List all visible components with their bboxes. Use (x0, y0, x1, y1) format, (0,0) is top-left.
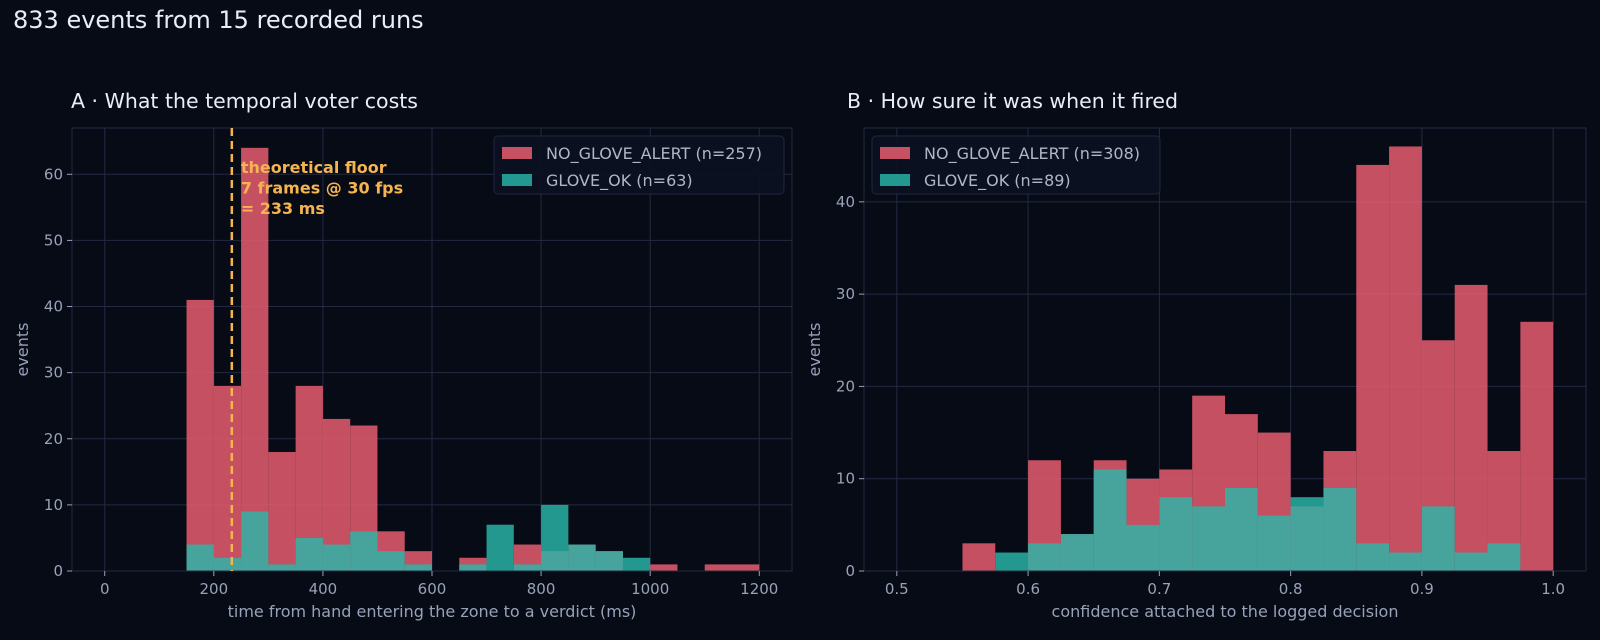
chart0-bar-ok (186, 544, 214, 571)
chart1-legend-label-ok: GLOVE_OK (n=89) (924, 171, 1071, 191)
chart1-plot-frame (863, 127, 1587, 572)
chart1-legend-swatch-ok (880, 174, 910, 186)
chart0-ytick-label: 40 (44, 298, 63, 316)
chart1-ytick-label: 40 (836, 193, 855, 211)
chart0-bar-alert (213, 385, 242, 571)
chart1-xtick-label: 0.5 (885, 580, 909, 598)
chart0-bar-ok (486, 524, 514, 571)
chart1-xtick-label: 0.8 (1279, 580, 1303, 598)
chart0-legend-swatch-ok (502, 174, 532, 186)
chart1-bar-ok (1487, 543, 1521, 571)
figure-title: 833 events from 15 recorded runs (13, 6, 424, 34)
chart1-bar-ok (1126, 524, 1160, 571)
chart1-bar-ok (1421, 506, 1455, 571)
chart1-ytick-label: 10 (836, 470, 855, 488)
chart0-xtick-label: 0 (100, 580, 110, 598)
chart1-xtick-label: 0.7 (1147, 580, 1171, 598)
chart0-bar-ok (241, 511, 269, 571)
chart0-bar-alert (268, 451, 296, 571)
chart0-ytick-label: 0 (53, 562, 63, 580)
chart1-legend: NO_GLOVE_ALERT (n=308) GLOVE_OK (n=89) (871, 135, 1161, 195)
chart0-y-axis-label: events (13, 323, 32, 377)
chart1-bar-ok (1323, 487, 1357, 571)
chart0-ytick-label: 50 (44, 231, 63, 249)
chart0-bar-alert (704, 564, 732, 571)
chart1-bar-ok (1192, 506, 1225, 571)
chart0-bar-alert (650, 564, 678, 571)
chart0-ytick-label: 10 (44, 496, 63, 514)
chart0-floor-annotation: = 233 ms (241, 199, 325, 218)
chart1-bar-alert (1356, 164, 1390, 571)
chart1-bar-ok (1389, 552, 1422, 571)
chart1-bar-alert (1520, 321, 1554, 571)
panel-b: 0.5 0.6 0.7 0.8 0.9 1.0 0 10 20 30 40 confidence at… (805, 127, 1587, 621)
chart0-bar-ok (568, 544, 596, 571)
chart1-ytick-label: 0 (845, 562, 855, 580)
chart0-xtick-label: 400 (309, 580, 338, 598)
chart0-bar-ok (404, 564, 432, 571)
chart0-ytick-label: 30 (44, 364, 63, 382)
chart1-bar-alert (962, 543, 996, 571)
chart0-bar-ok (377, 551, 405, 571)
chart0-ytick-label: 60 (44, 165, 63, 183)
chart0-bar-alert (732, 564, 760, 571)
chart0-x-axis-label: time from hand entering the zone to a ve… (228, 602, 637, 621)
chart0-bar-ok (295, 537, 323, 571)
chart1-bar-ok (1093, 469, 1127, 571)
chart0-bar-ok (268, 564, 296, 571)
chart0-legend: NO_GLOVE_ALERT (n=257) GLOVE_OK (n=63) (493, 135, 785, 195)
chart0-bar-ok (513, 564, 542, 571)
chart0-bar-ok (541, 504, 569, 571)
chart0-legend-label-alert: NO_GLOVE_ALERT (n=257) (546, 144, 762, 164)
chart1-xtick-label: 1.0 (1541, 580, 1565, 598)
chart1-bar-ok (1225, 487, 1258, 571)
chart0-xtick-label: 200 (199, 580, 228, 598)
chart1-x-axis-label: confidence attached to the logged decisi… (1052, 602, 1399, 621)
chart1-ytick-label: 20 (836, 377, 855, 395)
chart1-bar-ok (1290, 497, 1324, 571)
chart0-ytick-label: 20 (44, 430, 63, 448)
chart1-ytick-label: 30 (836, 285, 855, 303)
chart0-xtick-label: 1000 (631, 580, 669, 598)
chart0-bar-ok (322, 544, 351, 571)
chart1-legend-swatch-alert (880, 147, 910, 159)
chart0-bar-ok (213, 557, 242, 571)
chart0-floor-annotation: 7 frames @ 30 fps (241, 179, 403, 198)
chart0-bar-alert (186, 299, 214, 571)
chart1-xtick-label: 0.9 (1410, 580, 1434, 598)
chart1-y-axis-label: events (805, 323, 824, 377)
chart0-xtick-label: 800 (527, 580, 556, 598)
chart0-legend-box (493, 135, 785, 195)
chart1-legend-box (871, 135, 1161, 195)
chart0-bar-alert (241, 147, 269, 571)
chart1-legend-label-alert: NO_GLOVE_ALERT (n=308) (924, 144, 1140, 164)
chart0-bar-ok (622, 557, 651, 571)
chart0-bar-ok (459, 564, 487, 571)
chart1-bar-ok (1060, 534, 1094, 571)
chart1-bar-ok (1454, 552, 1488, 571)
chart1-bar-ok (995, 552, 1029, 571)
panel-b-title: B · How sure it was when it fired (847, 89, 1179, 113)
chart1-bar-ok (1028, 543, 1061, 571)
chart1-bar-ok (1159, 497, 1193, 571)
chart0-bar-ok (350, 531, 378, 571)
chart1-xtick-label: 0.6 (1016, 580, 1040, 598)
chart0-legend-label-ok: GLOVE_OK (n=63) (546, 171, 693, 191)
chart0-xtick-label: 1200 (740, 580, 778, 598)
chart1-bar-alert (1454, 284, 1488, 571)
chart1-bar-ok (1257, 515, 1291, 571)
panel-a-title: A · What the temporal voter costs (71, 89, 418, 113)
chart0-legend-swatch-alert (502, 147, 532, 159)
chart0-xtick-label: 600 (418, 580, 447, 598)
chart1-bar-alert (1389, 146, 1422, 572)
panel-a: 0 200 400 600 800 1000 1200 0 10 20 30 40 50 60 time f… (13, 127, 793, 621)
chart0-bar-ok (595, 551, 623, 571)
chart1-bar-ok (1356, 543, 1390, 571)
chart0-floor-annotation: theoretical floor (241, 158, 387, 177)
